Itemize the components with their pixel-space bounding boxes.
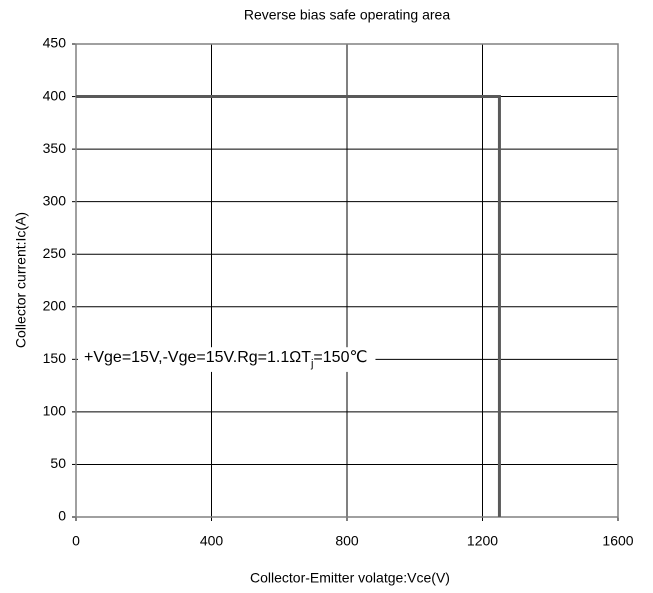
y-tick-label: 100 — [43, 403, 67, 419]
y-tick-label: 250 — [43, 245, 67, 261]
y-tick-label: 200 — [43, 297, 67, 313]
annotation-part: =150℃ — [313, 349, 367, 366]
y-tick-label: 150 — [43, 350, 67, 366]
y-tick-label: 0 — [58, 508, 66, 524]
chart-title: Reverse bias safe operating area — [244, 7, 450, 23]
y-tick-label: 400 — [43, 87, 67, 103]
annotation-background — [78, 347, 376, 372]
y-tick-label: 350 — [43, 140, 67, 156]
annotation-part: +Vge=15V,-Vge=15V.Rg=1.1ΩT — [84, 349, 311, 366]
annotation-part: j — [310, 358, 313, 370]
annotation: +Vge=15V,-Vge=15V.Rg=1.1ΩTj=150℃ — [84, 349, 367, 370]
x-tick-label: 1200 — [467, 533, 498, 549]
x-tick-label: 800 — [335, 533, 359, 549]
plot-frame — [75, 43, 619, 518]
series-line — [76, 95, 501, 517]
y-tick-label: 300 — [43, 192, 67, 208]
x-tick-label: 0 — [72, 533, 80, 549]
y-axis-label: Collector current:Ic(A) — [13, 212, 29, 348]
y-tick-label: 50 — [50, 455, 66, 471]
x-axis-label: Collector-Emitter volatge:Vce(V) — [250, 570, 450, 586]
x-tick-label: 1600 — [602, 533, 633, 549]
y-tick-label: 450 — [43, 35, 67, 51]
x-tick-label: 400 — [200, 533, 224, 549]
